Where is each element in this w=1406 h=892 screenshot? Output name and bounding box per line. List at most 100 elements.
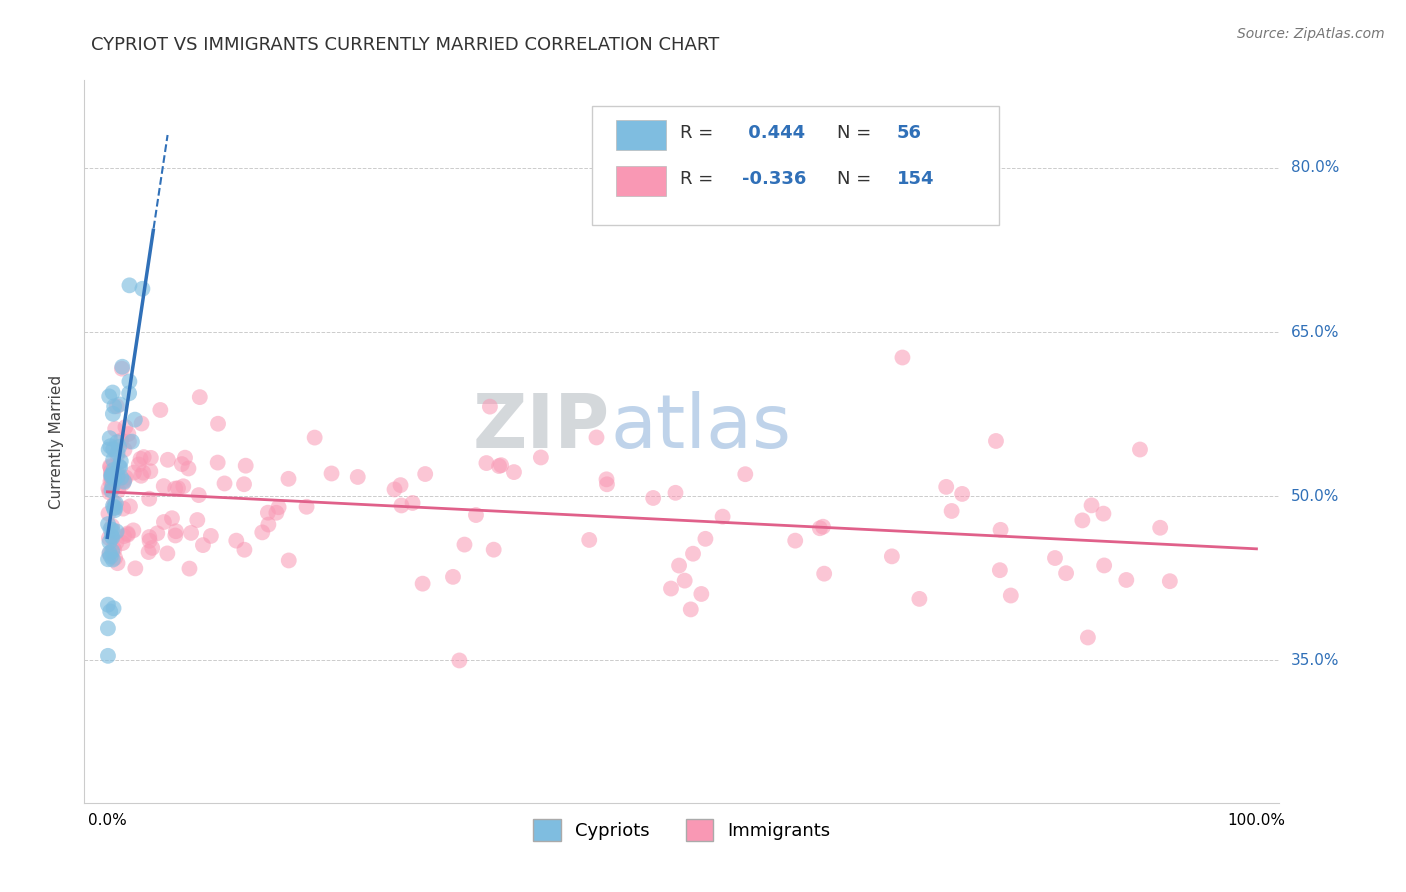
Point	[207, 456, 229, 470]
Point	[139, 450, 162, 465]
Point	[118, 375, 141, 389]
Point	[188, 390, 211, 404]
Point	[990, 523, 1012, 537]
Point	[112, 474, 135, 488]
Text: R =: R =	[679, 169, 718, 187]
Point	[100, 468, 122, 483]
Point	[129, 451, 152, 466]
Point	[167, 481, 190, 495]
Text: 65.0%: 65.0%	[1291, 325, 1339, 340]
Point	[103, 473, 125, 487]
Point	[475, 456, 498, 470]
Point	[101, 385, 124, 400]
Text: CYPRIOT VS IMMIGRANTS CURRENTLY MARRIED CORRELATION CHART: CYPRIOT VS IMMIGRANTS CURRENTLY MARRIED …	[91, 36, 720, 54]
Point	[103, 467, 125, 482]
Point	[257, 517, 280, 532]
Point	[98, 439, 121, 453]
Point	[935, 480, 957, 494]
Point	[664, 485, 686, 500]
Point	[530, 450, 553, 465]
Point	[103, 400, 125, 414]
Point	[880, 549, 903, 564]
Point	[101, 480, 124, 494]
Point	[105, 399, 128, 413]
Point	[214, 476, 236, 491]
Point	[100, 464, 122, 478]
Point	[103, 497, 125, 511]
Point	[233, 477, 256, 491]
Point	[110, 471, 132, 485]
Text: N =: N =	[838, 124, 877, 142]
Point	[207, 417, 229, 431]
Point	[97, 517, 120, 532]
Point	[1077, 631, 1099, 645]
Point	[711, 509, 734, 524]
Text: 56: 56	[897, 124, 922, 142]
Point	[1043, 551, 1066, 566]
Point	[233, 542, 256, 557]
Point	[813, 566, 835, 581]
Point	[180, 525, 202, 540]
Point	[122, 466, 145, 480]
Point	[107, 446, 129, 460]
Point	[118, 278, 141, 293]
Point	[413, 467, 436, 481]
Point	[1071, 513, 1094, 527]
Text: atlas: atlas	[610, 391, 792, 464]
Point	[117, 427, 139, 442]
Point	[97, 482, 120, 496]
Text: -0.336: -0.336	[742, 169, 806, 187]
Point	[97, 507, 120, 521]
Point	[111, 536, 134, 550]
Point	[101, 544, 124, 558]
Point	[105, 465, 128, 479]
Point	[941, 504, 963, 518]
Point	[149, 403, 172, 417]
Point	[117, 526, 139, 541]
Point	[98, 389, 121, 403]
Point	[950, 487, 973, 501]
Point	[141, 541, 163, 555]
Point	[690, 587, 713, 601]
Point	[412, 576, 434, 591]
Point	[104, 473, 127, 487]
Text: N =: N =	[838, 169, 877, 187]
Point	[112, 529, 135, 543]
Point	[139, 464, 162, 478]
Point	[107, 469, 129, 483]
Text: ZIP: ZIP	[472, 391, 610, 464]
Point	[401, 496, 423, 510]
Point	[503, 465, 526, 479]
Point	[105, 535, 128, 549]
Point	[165, 482, 187, 496]
Point	[97, 621, 120, 635]
Text: Source: ZipAtlas.com: Source: ZipAtlas.com	[1237, 27, 1385, 41]
Point	[105, 524, 128, 539]
Point	[101, 531, 124, 545]
Point	[114, 420, 136, 434]
Point	[103, 442, 125, 456]
Point	[187, 488, 209, 502]
Point	[578, 533, 600, 547]
Text: 35.0%: 35.0%	[1291, 653, 1339, 668]
Point	[266, 506, 288, 520]
Point	[107, 556, 129, 570]
Point	[107, 475, 129, 489]
Point	[117, 527, 139, 541]
Point	[98, 431, 121, 445]
Point	[101, 453, 124, 467]
Point	[100, 529, 122, 543]
Point	[156, 452, 179, 467]
Point	[110, 454, 132, 468]
Point	[129, 468, 152, 483]
Point	[808, 521, 831, 535]
Point	[103, 541, 125, 555]
Point	[98, 459, 121, 474]
Point	[114, 470, 136, 484]
Point	[138, 533, 160, 548]
Point	[101, 407, 124, 421]
Point	[172, 479, 194, 493]
Point	[103, 500, 125, 515]
Point	[482, 542, 505, 557]
Point	[132, 450, 155, 464]
